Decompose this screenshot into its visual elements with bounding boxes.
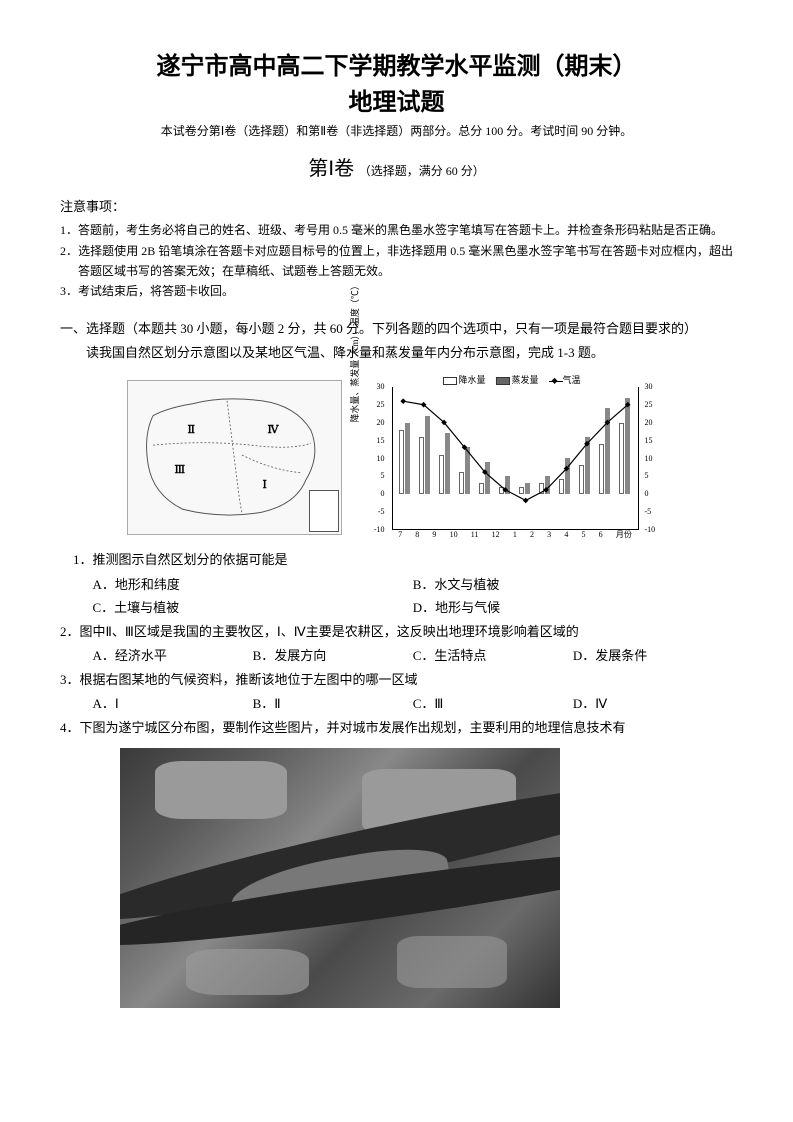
legend-temp-label: 气温 <box>563 375 581 385</box>
question-4: 4．下图为遂宁城区分布图，要制作这些图片，并对城市发展作出规划，主要利用的地理信… <box>60 716 733 741</box>
q1-opt-a: A．地形和纬度 <box>93 573 413 596</box>
section-intro: 一、选择题（本题共 30 小题，每小题 2 分，共 60 分。下列各题的四个选项… <box>60 317 733 342</box>
q2-opt-d: D．发展条件 <box>573 644 733 667</box>
map-region-2: Ⅱ <box>188 421 195 441</box>
q1-opt-d: D．地形与气候 <box>413 596 733 619</box>
notice-title: 注意事项： <box>60 195 733 218</box>
exam-title-line1: 遂宁市高中高二下学期教学水平监测（期末） <box>60 50 733 84</box>
q3-opt-a: A．Ⅰ <box>93 692 253 715</box>
chart-xlabels: 78 910 1112 12 34 56 月份 <box>392 528 639 542</box>
legend-evap-label: 蒸发量 <box>511 375 538 385</box>
figures-row: Ⅲ Ⅱ Ⅳ Ⅰ 降水量 蒸发量 气温 降水量、蒸发量（cm），温度（℃） 30 … <box>60 372 733 542</box>
q2-opt-b: B．发展方向 <box>253 644 413 667</box>
passage-1: 读我国自然区划分示意图以及某地区气温、降水量和蒸发量年内分布示意图，完成 1-3… <box>60 341 733 366</box>
exam-subtitle: 本试卷分第Ⅰ卷（选择题）和第Ⅱ卷（非选择题）两部分。总分 100 分。考试时间 … <box>60 121 733 143</box>
map-inset <box>309 490 339 532</box>
q3-options: A．Ⅰ B．Ⅱ C．Ⅲ D．Ⅳ <box>60 692 733 715</box>
q1-options-row1: A．地形和纬度 B．水文与植被 <box>60 573 733 596</box>
notice-item-3: 3．考试结束后，将答题卡收回。 <box>60 281 733 301</box>
question-3: 3．根据右图某地的气候资料，推断该地位于左图中的哪一区域 <box>60 668 733 693</box>
section-1-header: 第Ⅰ卷 （选择题，满分 60 分） <box>60 151 733 187</box>
q2-opt-a: A．经济水平 <box>93 644 253 667</box>
q3-opt-d: D．Ⅳ <box>573 692 733 715</box>
legend-evap-icon <box>495 377 509 385</box>
map-region-4: Ⅳ <box>268 421 279 441</box>
q1-opt-c: C．土壤与植被 <box>93 596 413 619</box>
question-2: 2．图中Ⅱ、Ⅲ区域是我国的主要牧区，Ⅰ、Ⅳ主要是农耕区，这反映出地理环境影响着区… <box>60 620 733 645</box>
satellite-image <box>120 748 560 1008</box>
chart-plot-area <box>392 387 639 530</box>
notice-item-1: 1．答题前，考生务必将自己的姓名、班级、考号用 0.5 毫米的黑色墨水签字笔填写… <box>60 220 733 240</box>
section-1-note: （选择题，满分 60 分） <box>359 164 485 178</box>
q2-options: A．经济水平 B．发展方向 C．生活特点 D．发展条件 <box>60 644 733 667</box>
chart-yaxis-left: 30 25 20 15 10 5 0 -5 -10 <box>357 387 387 530</box>
climate-chart: 降水量 蒸发量 气温 降水量、蒸发量（cm），温度（℃） 30 25 20 15… <box>357 372 667 542</box>
map-region-3: Ⅲ <box>175 461 186 481</box>
map-region-1: Ⅰ <box>263 476 267 496</box>
chart-legend: 降水量 蒸发量 气温 <box>442 372 580 388</box>
q1-options-row2: C．土壤与植被 D．地形与气候 <box>60 596 733 619</box>
chart-yaxis-right: 30 25 20 15 10 5 0 -5 -10 <box>643 387 667 530</box>
legend-precip-label: 降水量 <box>458 375 485 385</box>
legend-precip-icon <box>442 377 456 385</box>
china-map-figure: Ⅲ Ⅱ Ⅳ Ⅰ <box>127 380 342 535</box>
question-1: 1．推测图示自然区划分的依据可能是 <box>60 548 733 573</box>
q3-opt-b: B．Ⅱ <box>253 692 413 715</box>
q3-opt-c: C．Ⅲ <box>413 692 573 715</box>
q2-opt-c: C．生活特点 <box>413 644 573 667</box>
notice-item-2: 2．选择题使用 2B 铅笔填涂在答题卡对应题目标号的位置上，非选择题用 0.5 … <box>60 241 733 282</box>
map-svg <box>133 386 336 529</box>
section-1-main: 第Ⅰ卷 <box>308 158 354 180</box>
q1-opt-b: B．水文与植被 <box>413 573 733 596</box>
exam-title-line2: 地理试题 <box>60 86 733 120</box>
legend-temp-icon <box>549 381 563 382</box>
